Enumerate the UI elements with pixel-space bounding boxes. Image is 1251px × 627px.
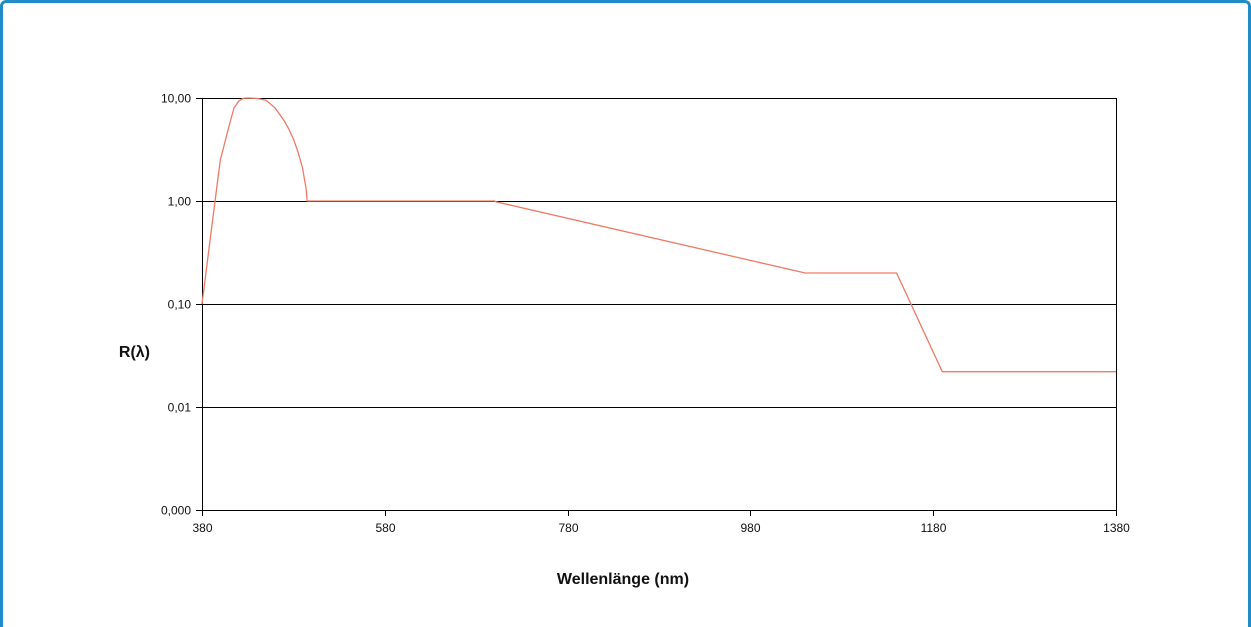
x-tick-label: 980	[740, 521, 760, 535]
tick-labels: 0,000 0,01 0,10 1,00 10,00 380 580 780 980 1180 13…	[161, 92, 1130, 536]
series-layer	[201, 97, 1116, 373]
x-tick-label: 380	[192, 521, 212, 535]
y-tick-label: 10,00	[161, 92, 191, 106]
y-tick-label: 1,00	[168, 195, 192, 209]
axes	[196, 98, 1117, 516]
x-tick-label: 1380	[1103, 521, 1130, 535]
x-tick-label: 1180	[921, 521, 947, 535]
grid-lines	[202, 98, 1116, 408]
x-tick-label: 580	[375, 521, 395, 535]
y-axis-title: R(λ)	[119, 344, 150, 361]
x-tick-label: 780	[558, 521, 578, 535]
y-tick-label: 0,01	[168, 401, 192, 415]
y-tick-label: 0,10	[168, 298, 192, 312]
x-axis-title: Wellenlänge (nm)	[557, 571, 689, 588]
series-line	[201, 97, 1116, 373]
y-tick-label: 0,000	[161, 504, 191, 518]
